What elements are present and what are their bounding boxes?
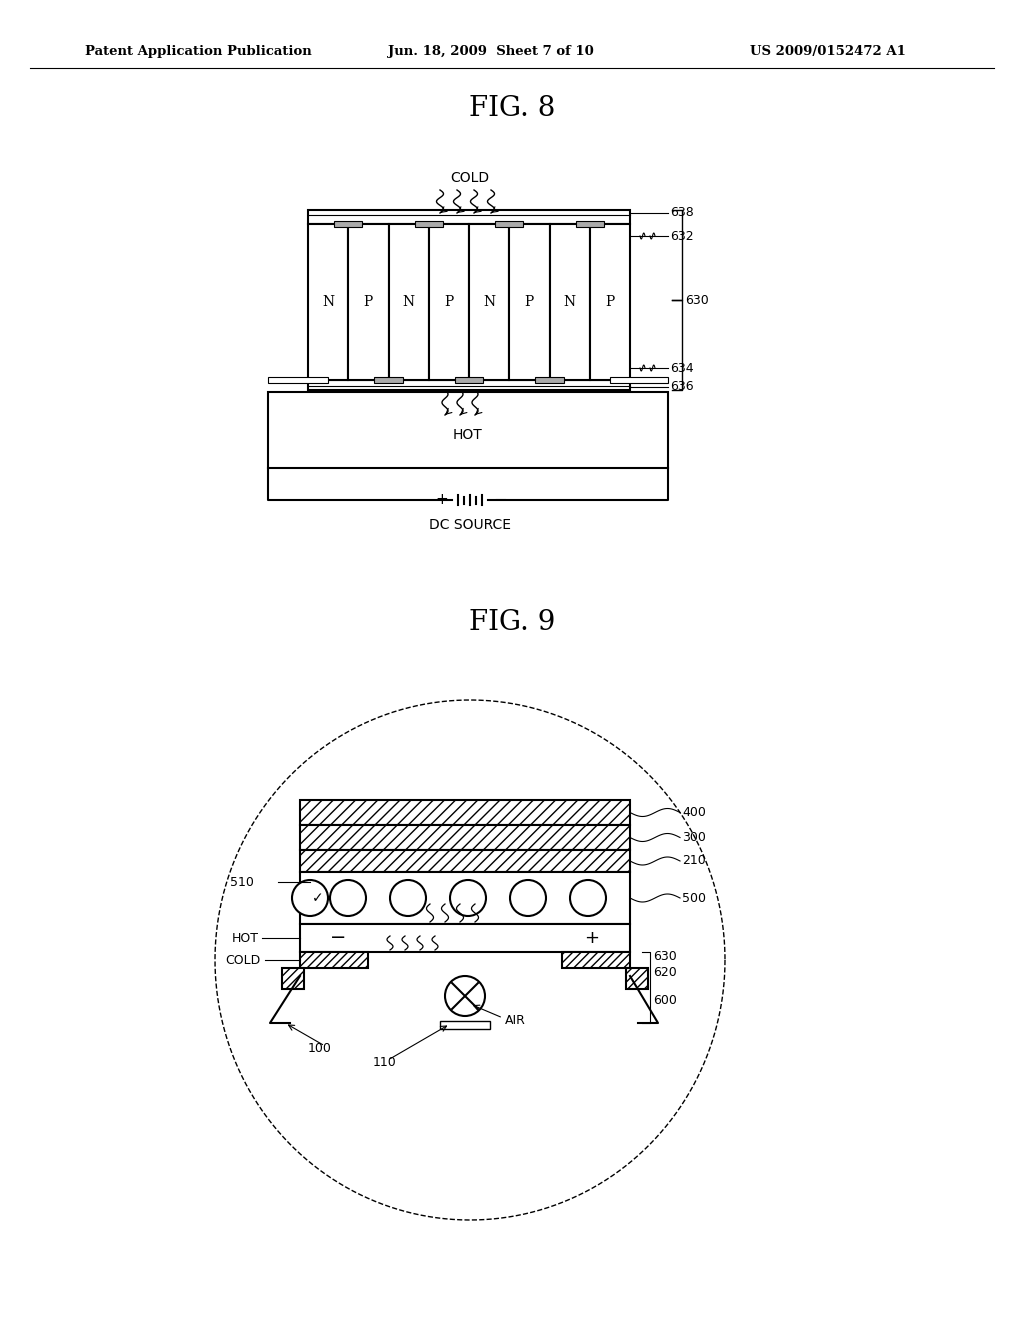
Bar — [509, 224, 550, 380]
Text: N: N — [483, 294, 496, 309]
Text: 638: 638 — [670, 206, 693, 219]
Bar — [300, 924, 630, 952]
Text: FIG. 8: FIG. 8 — [469, 95, 555, 121]
Text: 110: 110 — [373, 1056, 397, 1069]
Bar — [308, 224, 348, 380]
Text: 510: 510 — [230, 875, 254, 888]
Bar — [610, 378, 668, 383]
Text: 500: 500 — [682, 891, 706, 904]
Bar — [440, 1020, 490, 1030]
Circle shape — [445, 975, 485, 1016]
Text: DC SOURCE: DC SOURCE — [429, 517, 511, 532]
Bar — [268, 392, 668, 469]
Circle shape — [390, 880, 426, 916]
Text: +: + — [585, 929, 599, 946]
Text: 620: 620 — [653, 966, 677, 979]
Bar — [300, 873, 630, 924]
Bar — [388, 224, 429, 380]
Bar — [575, 220, 604, 227]
Bar — [562, 952, 630, 968]
Text: N: N — [323, 294, 334, 309]
Circle shape — [570, 880, 606, 916]
Circle shape — [450, 880, 486, 916]
Circle shape — [330, 880, 366, 916]
Text: 632: 632 — [670, 230, 693, 243]
Text: FIG. 9: FIG. 9 — [469, 609, 555, 635]
Bar — [536, 378, 563, 383]
Text: 630: 630 — [685, 293, 709, 306]
Circle shape — [510, 880, 546, 916]
Text: N: N — [563, 294, 575, 309]
Text: +: + — [435, 492, 449, 507]
Text: COLD: COLD — [225, 953, 260, 966]
Bar — [455, 378, 483, 383]
Bar — [300, 800, 630, 825]
Text: 634: 634 — [670, 362, 693, 375]
Bar — [469, 224, 509, 380]
Text: ✓: ✓ — [312, 891, 324, 906]
Text: COLD: COLD — [451, 172, 489, 185]
Bar — [415, 220, 442, 227]
Bar — [496, 220, 523, 227]
Bar — [375, 378, 402, 383]
Text: 600: 600 — [653, 994, 677, 1006]
Text: P: P — [444, 294, 454, 309]
Text: HOT: HOT — [232, 932, 259, 945]
Text: US 2009/0152472 A1: US 2009/0152472 A1 — [750, 45, 906, 58]
Bar — [282, 968, 304, 989]
Text: Patent Application Publication: Patent Application Publication — [85, 45, 311, 58]
Bar — [626, 968, 648, 989]
Bar — [300, 952, 368, 968]
Text: −: − — [330, 928, 346, 948]
Bar — [300, 850, 630, 873]
Text: 300: 300 — [682, 832, 706, 843]
Bar — [429, 224, 469, 380]
Bar — [550, 224, 590, 380]
Text: 210: 210 — [682, 854, 706, 867]
Text: HOT: HOT — [454, 428, 483, 442]
Text: P: P — [524, 294, 534, 309]
Text: P: P — [364, 294, 373, 309]
Bar — [308, 210, 630, 224]
Text: −: − — [494, 491, 507, 510]
Bar — [308, 380, 630, 389]
Text: 400: 400 — [682, 807, 706, 818]
Text: Jun. 18, 2009  Sheet 7 of 10: Jun. 18, 2009 Sheet 7 of 10 — [388, 45, 594, 58]
Text: 630: 630 — [653, 950, 677, 964]
Bar — [334, 220, 362, 227]
Text: N: N — [402, 294, 415, 309]
Text: 636: 636 — [670, 380, 693, 393]
Bar — [348, 224, 388, 380]
Bar — [268, 378, 328, 383]
Text: P: P — [605, 294, 614, 309]
Bar — [590, 224, 630, 380]
Circle shape — [292, 880, 328, 916]
Text: 100: 100 — [308, 1041, 332, 1055]
Text: AIR: AIR — [505, 1015, 526, 1027]
Bar — [300, 825, 630, 850]
